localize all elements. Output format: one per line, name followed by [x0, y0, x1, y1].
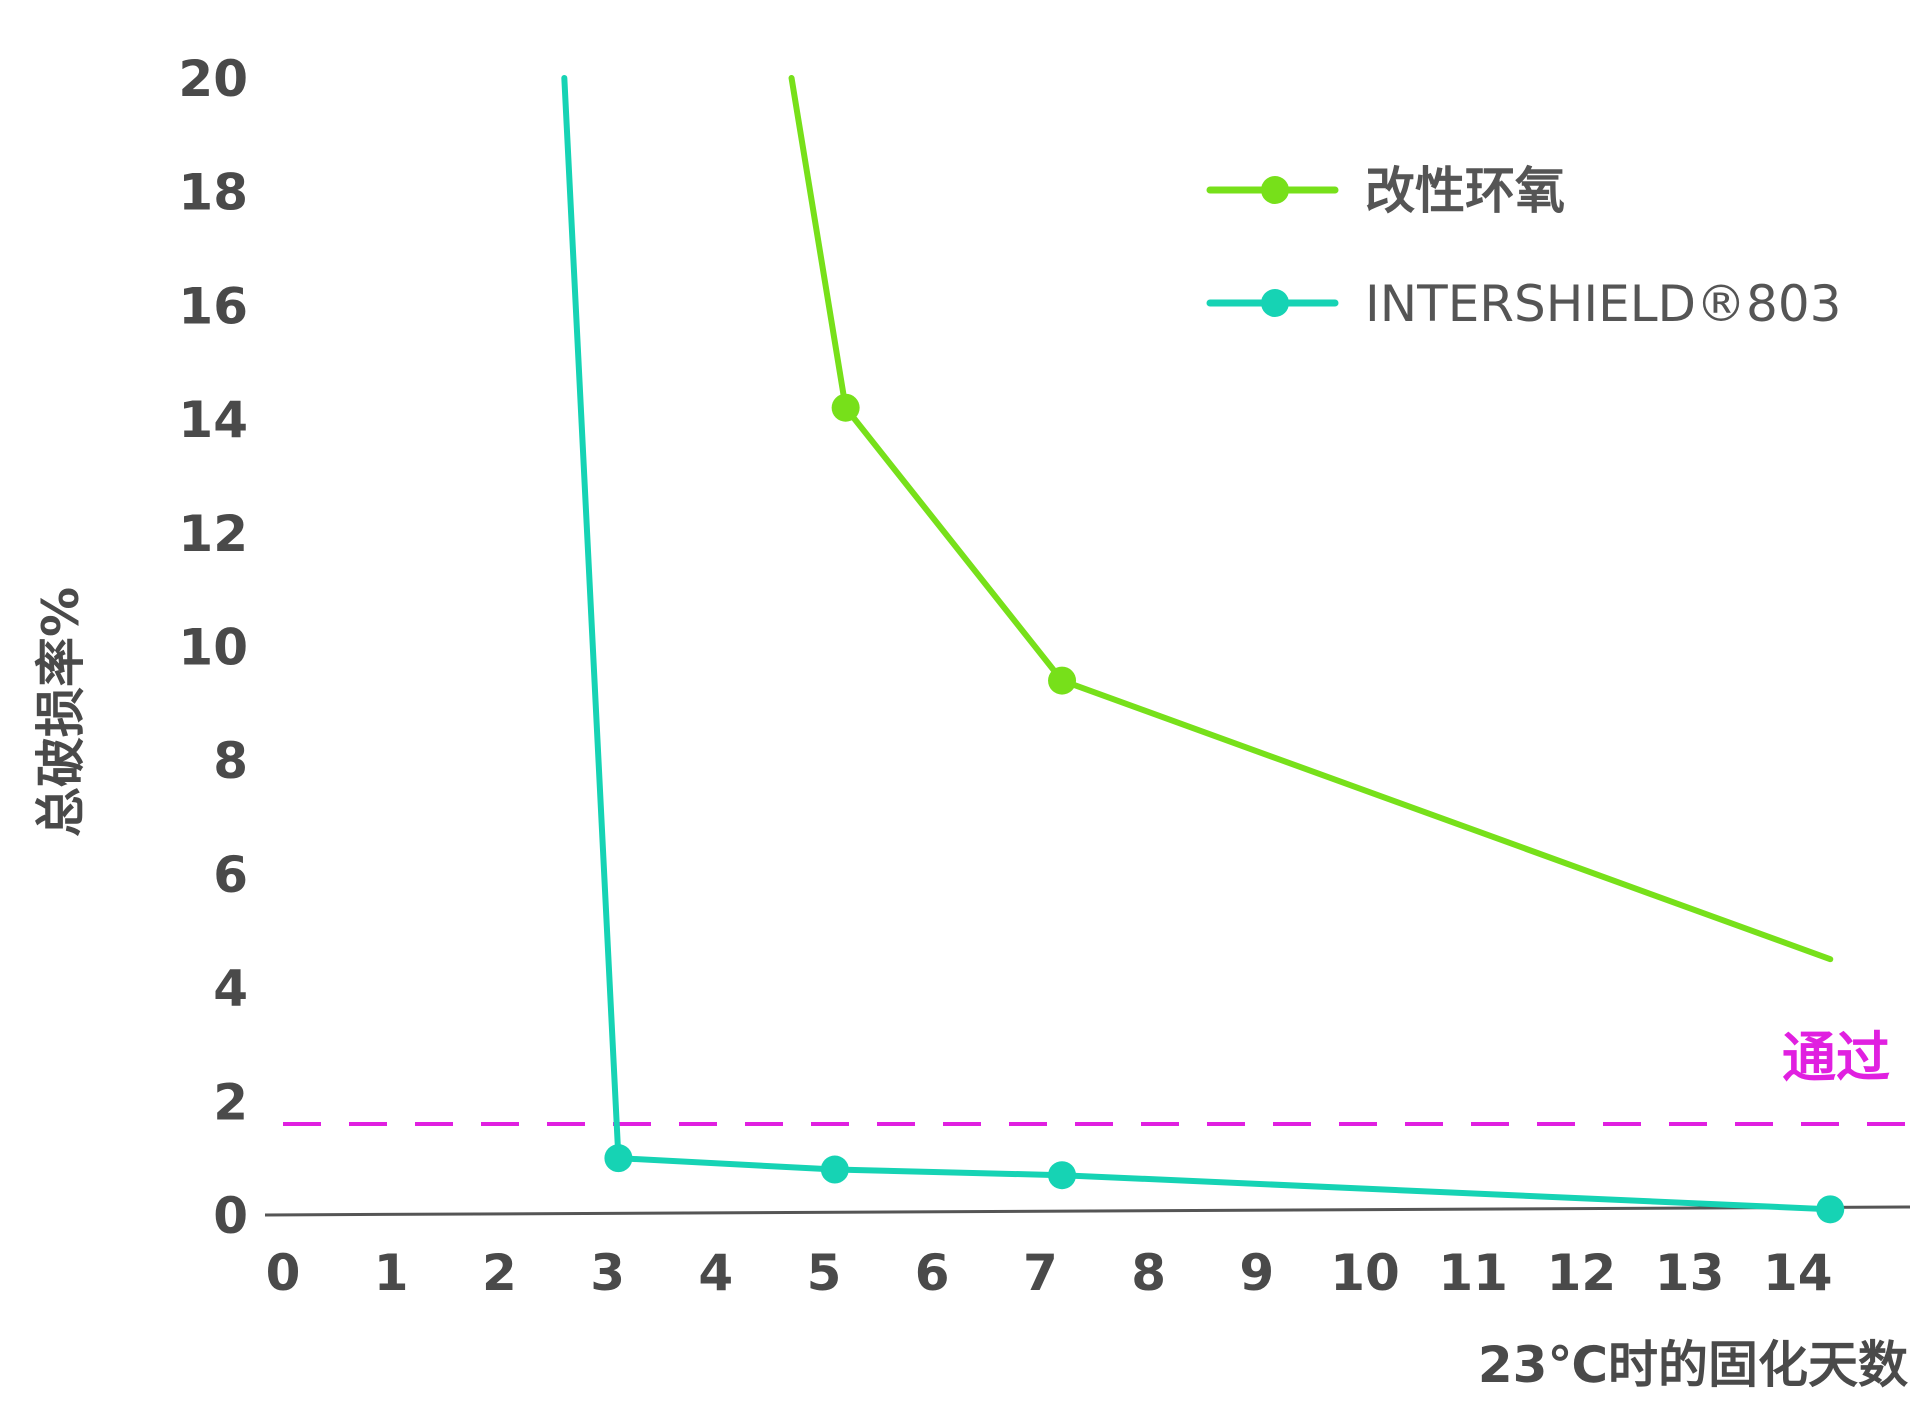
x-tick-label: 1 [374, 1244, 409, 1302]
data-point [820, 1155, 849, 1184]
x-tick-label: 12 [1547, 1244, 1617, 1302]
y-tick-label: 0 [213, 1187, 248, 1245]
x-tick-label: 7 [1023, 1244, 1058, 1302]
y-tick-label: 14 [178, 391, 248, 449]
y-tick-label: 4 [213, 960, 248, 1018]
data-point [1816, 1195, 1845, 1224]
series-line-1 [788, 75, 1834, 963]
y-tick-label: 10 [178, 619, 248, 677]
legend-label: 改性环氧 [1365, 162, 1565, 220]
x-tick-label: 4 [698, 1244, 733, 1302]
x-tick-label: 6 [915, 1244, 950, 1302]
y-tick-label: 18 [178, 164, 248, 222]
x-tick-label: 0 [266, 1244, 301, 1302]
x-tick-label: 11 [1438, 1244, 1508, 1302]
y-tick-label: 6 [213, 846, 248, 904]
x-axis-line [264, 1205, 1911, 1217]
data-point [1048, 666, 1077, 695]
series-line-2 [561, 75, 1834, 1213]
legend-marker [1261, 176, 1289, 204]
data-point [831, 393, 860, 422]
x-tick-label: 13 [1655, 1244, 1725, 1302]
x-tick-label: 2 [482, 1244, 517, 1302]
x-tick-label: 5 [807, 1244, 842, 1302]
x-tick-label: 10 [1330, 1244, 1400, 1302]
x-axis-title: 23℃时的固化天数 [1478, 1336, 1908, 1394]
x-tick-label: 14 [1763, 1244, 1833, 1302]
threshold-label: 通过 [1782, 1026, 1890, 1089]
y-tick-label: 16 [178, 277, 248, 335]
x-tick-label: 9 [1239, 1244, 1274, 1302]
y-tick-label: 20 [178, 50, 248, 108]
y-tick-label: 2 [213, 1073, 248, 1131]
legend-marker [1261, 289, 1289, 317]
data-point [1048, 1161, 1077, 1190]
x-tick-label: 8 [1131, 1244, 1166, 1302]
y-tick-label: 12 [178, 505, 248, 563]
y-axis-title: 总破损率% [32, 587, 90, 837]
x-tick-label: 3 [590, 1244, 625, 1302]
legend-label: INTERSHIELD®803 [1365, 275, 1842, 333]
data-point [604, 1144, 633, 1173]
y-tick-label: 8 [213, 732, 248, 790]
